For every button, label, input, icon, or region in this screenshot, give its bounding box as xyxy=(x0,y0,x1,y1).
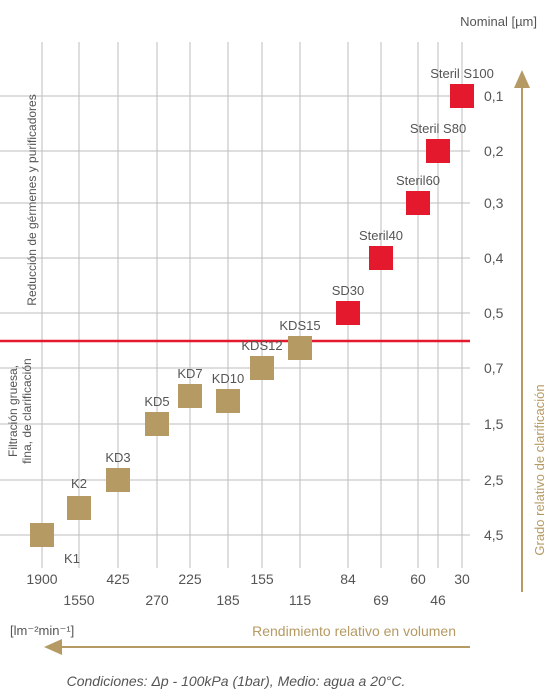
data-point-marker xyxy=(336,301,360,325)
x-tick-label: 1550 xyxy=(63,592,94,608)
data-point-label: Steril S80 xyxy=(410,121,466,136)
x-axis-title: Rendimiento relativo en volumen xyxy=(252,623,456,639)
y-tick-label: 0,2 xyxy=(484,143,504,159)
region-lower-label-line2: fina, de clarificación xyxy=(20,358,34,463)
data-points: K1 K2 KD3 KD5 KD7 KD10 KDS12 KDS15 SD30 Steril40 S… xyxy=(30,66,494,566)
data-point-marker xyxy=(450,84,474,108)
data-point-marker xyxy=(30,523,54,547)
data-point-marker xyxy=(216,389,240,413)
data-point-label: KD5 xyxy=(144,394,169,409)
y-tick-label: 0,7 xyxy=(484,360,504,376)
data-point-marker xyxy=(406,191,430,215)
x-tick-label: 30 xyxy=(454,571,470,587)
data-point-label: SD30 xyxy=(332,283,365,298)
x-axis-arrow-head xyxy=(44,639,62,655)
region-lower-label-line1: Filtración gruesa, xyxy=(6,365,20,457)
y-tick-label: 0,1 xyxy=(484,88,504,104)
x-tick-label: 84 xyxy=(340,571,356,587)
y-axis-title: Grado relativo de clarificación xyxy=(532,384,547,555)
y-tick-label: 0,5 xyxy=(484,305,504,321)
data-point-marker xyxy=(106,468,130,492)
x-tick-label: 155 xyxy=(250,571,274,587)
x-tick-label: 185 xyxy=(216,592,240,608)
data-point-label: KD7 xyxy=(177,366,202,381)
y-tick-label: 2,5 xyxy=(484,472,504,488)
data-point-label: Steril60 xyxy=(396,173,440,188)
y-tick-labels: 0,1 0,2 0,3 0,4 0,5 0,7 1,5 2,5 4,5 xyxy=(484,88,504,543)
data-point-marker xyxy=(67,496,91,520)
x-tick-label: 46 xyxy=(430,592,446,608)
data-point-label: K2 xyxy=(71,476,87,491)
data-point-marker xyxy=(288,336,312,360)
x-tick-label: 69 xyxy=(373,592,389,608)
x-tick-label: 60 xyxy=(410,571,426,587)
y-tick-label: 0,4 xyxy=(484,250,504,266)
data-point-label: Steril40 xyxy=(359,228,403,243)
x-tick-label: 270 xyxy=(145,592,169,608)
x-tick-label: 115 xyxy=(289,592,312,608)
grid-lines xyxy=(0,42,470,568)
x-tick-label: 1900 xyxy=(26,571,57,587)
data-point-label: KDS12 xyxy=(241,338,282,353)
y-tick-label: 0,3 xyxy=(484,195,504,211)
data-point-label: KD10 xyxy=(212,371,245,386)
unit-label: Nominal [µm] xyxy=(460,14,537,29)
x-unit-label: [lm⁻²min⁻¹] xyxy=(10,623,74,638)
x-tick-label: 425 xyxy=(106,571,130,587)
data-point-label: KD3 xyxy=(105,450,130,465)
data-point-marker xyxy=(250,356,274,380)
data-point-label: K1 xyxy=(64,551,80,566)
data-point-label: KDS15 xyxy=(279,318,320,333)
data-point-marker xyxy=(369,246,393,270)
data-point-label: Steril S100 xyxy=(430,66,494,81)
y-tick-label: 1,5 xyxy=(484,416,504,432)
x-tick-label: 225 xyxy=(178,571,202,587)
footnote: Condiciones: Δp - 100kPa (1bar), Medio: … xyxy=(67,673,406,689)
data-point-marker xyxy=(426,139,450,163)
data-point-marker xyxy=(145,412,169,436)
data-point-marker xyxy=(178,384,202,408)
region-upper-label: Reducción de gérmenes y purificadores xyxy=(25,94,39,305)
y-tick-label: 4,5 xyxy=(484,527,504,543)
y-axis-arrow-head xyxy=(514,70,530,88)
